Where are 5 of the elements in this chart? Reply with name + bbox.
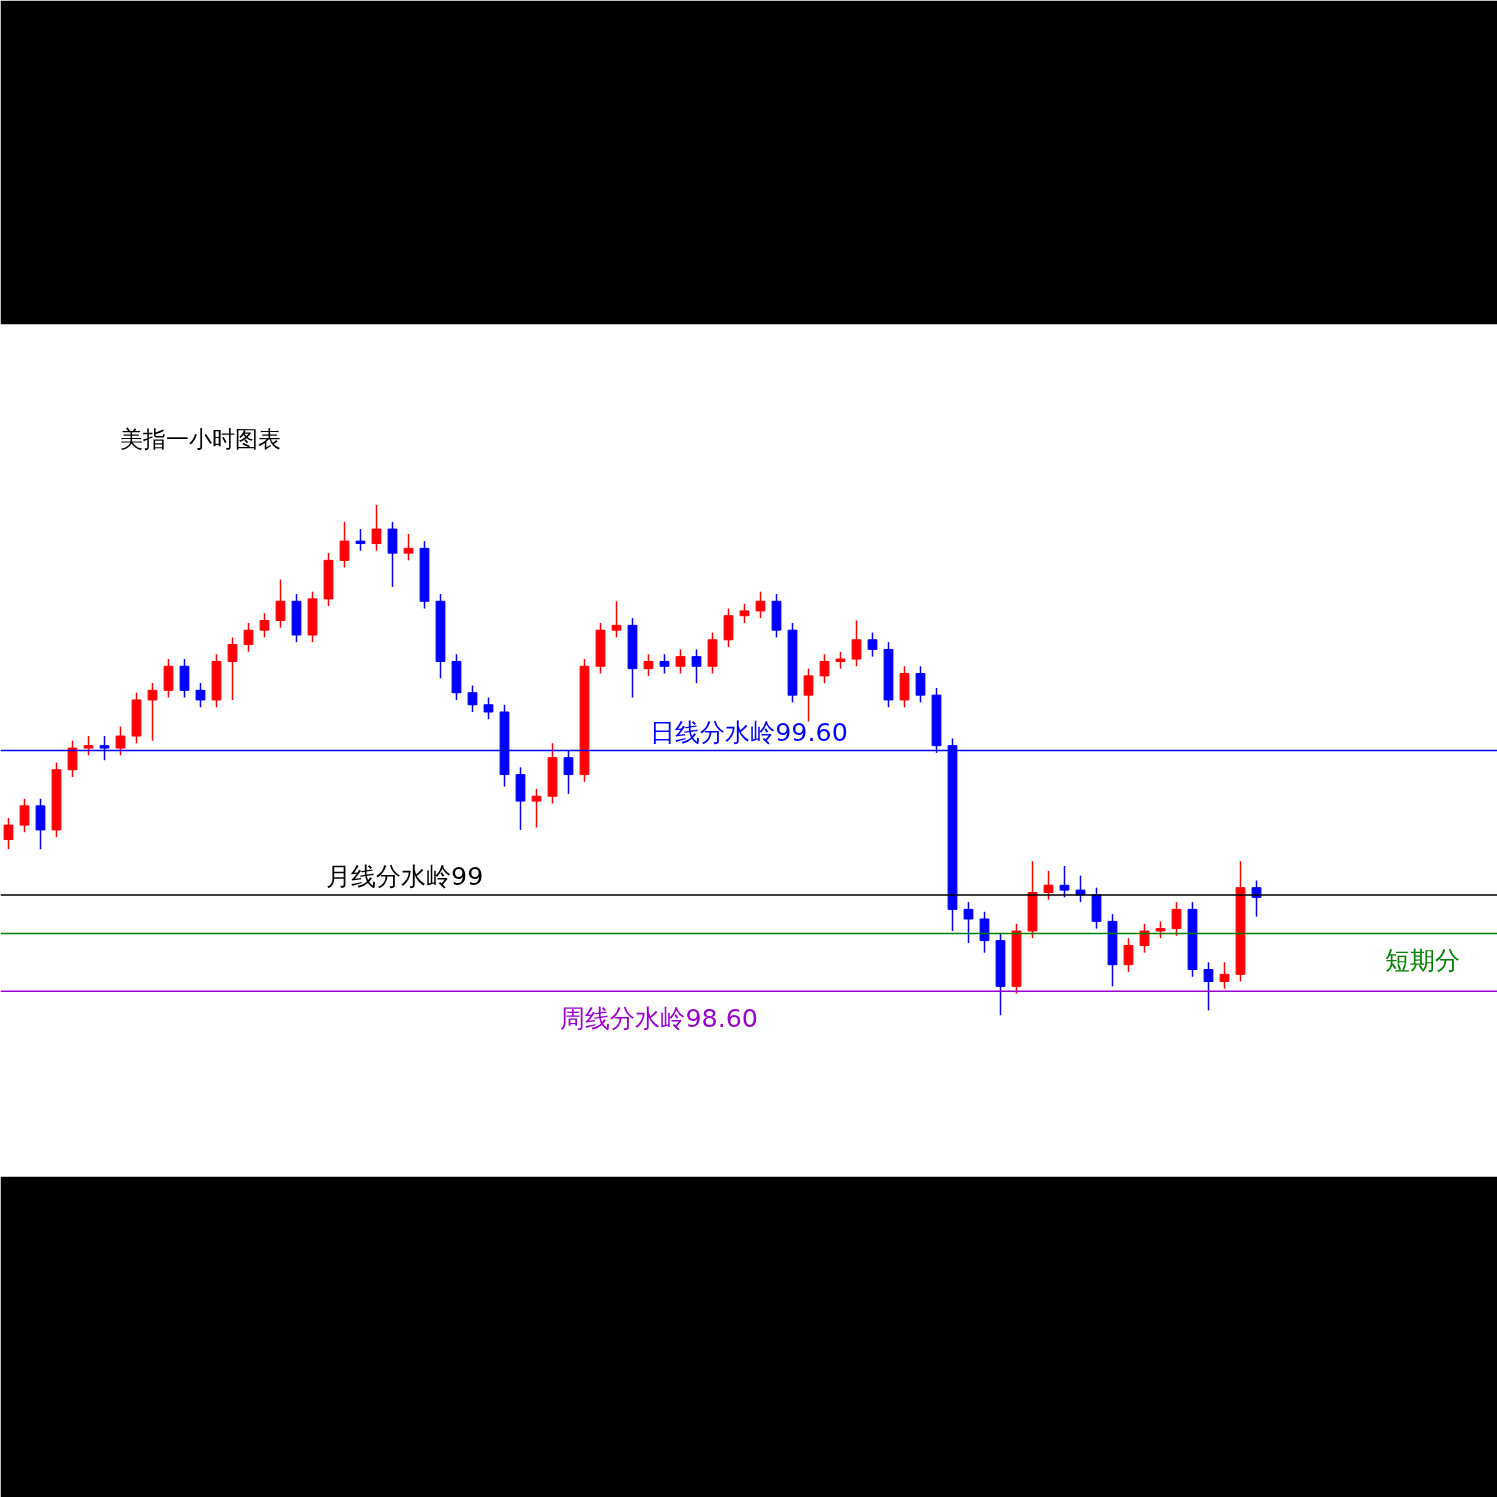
ref-line-label: 月线分水岭99 [326, 860, 484, 891]
text: 美指一小时图表 [120, 426, 282, 453]
ref-line-label: 日线分水岭99.60 [650, 716, 848, 747]
ref-line-label: 周线分水岭98.60 [560, 1003, 758, 1034]
ref-line-label: 短期分 [1385, 945, 1461, 976]
